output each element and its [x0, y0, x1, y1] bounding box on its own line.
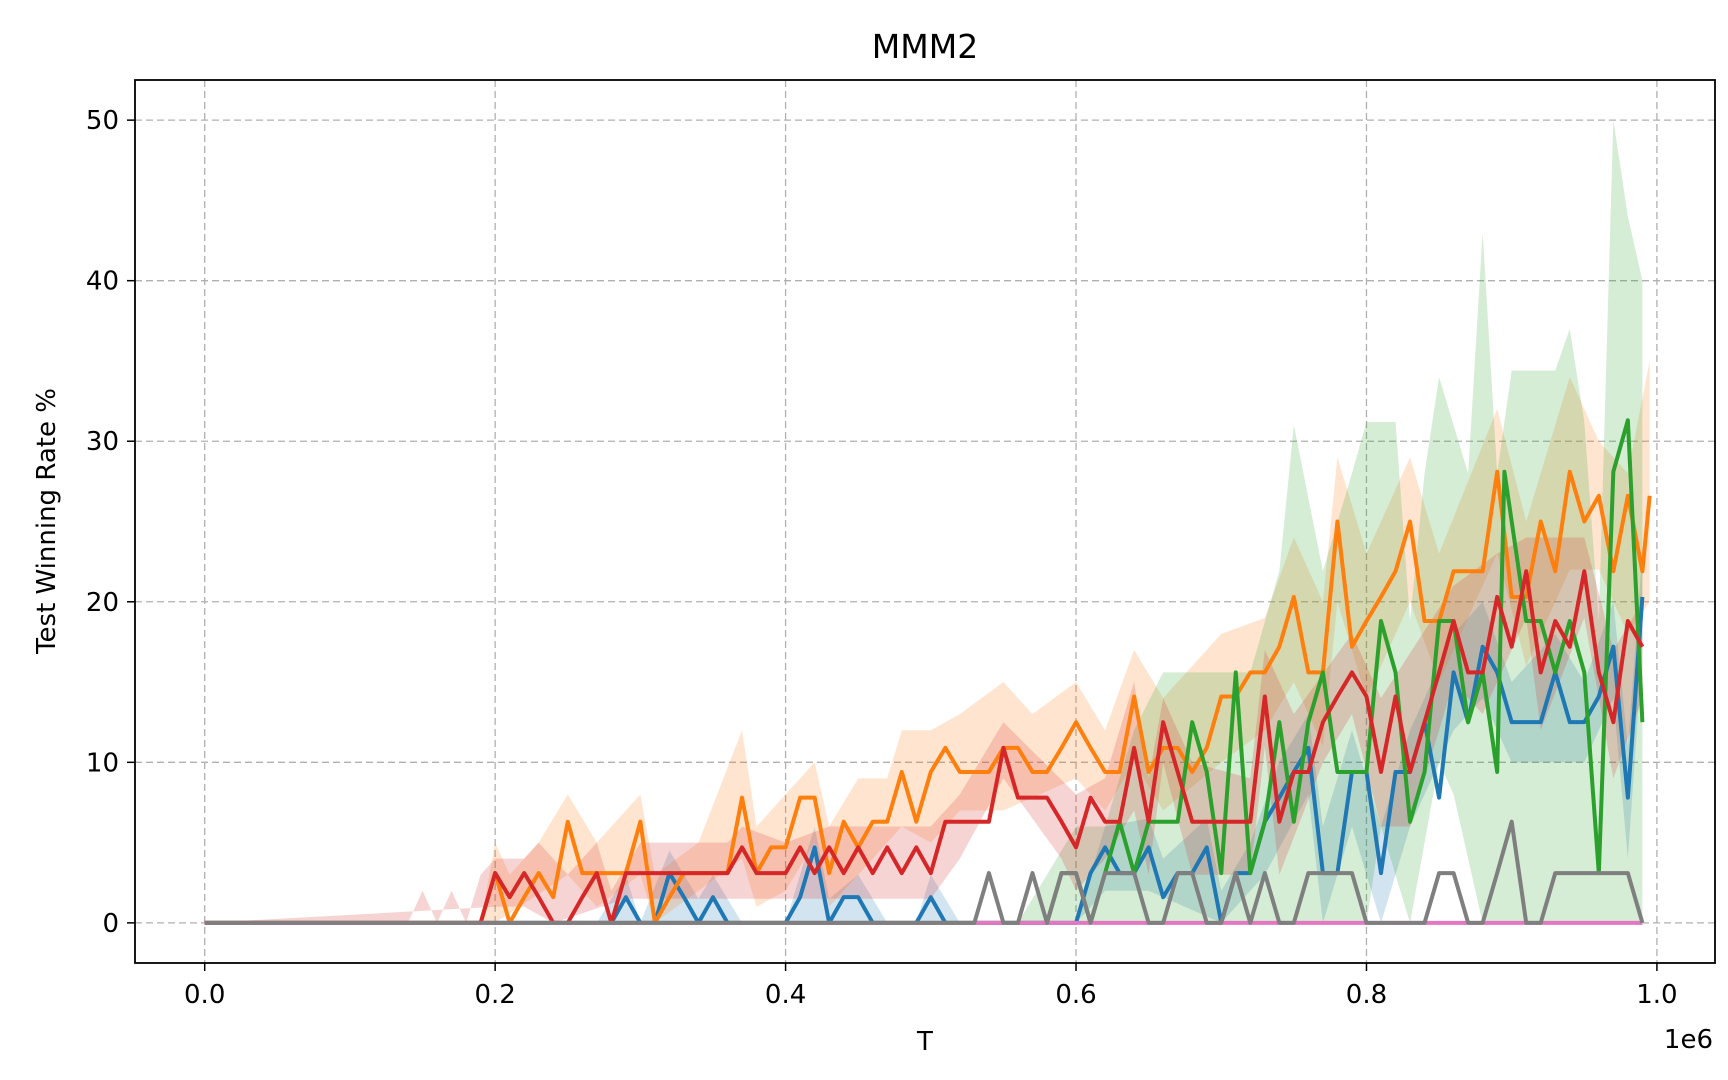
y-tick-label: 0: [102, 909, 119, 939]
x-axis-label: T: [916, 1027, 933, 1057]
x-tick-label: 0.6: [1055, 980, 1096, 1010]
chart-title: MMM2: [872, 27, 978, 66]
series-3-line: [204, 569, 1645, 925]
series-1-line: [204, 469, 1652, 925]
x-tick-label: 0.2: [474, 980, 515, 1010]
series-2-band: [204, 120, 1643, 923]
y-axis-ticks: 0 10 20 30 40 50: [86, 106, 135, 939]
y-tick-label: 30: [86, 427, 119, 457]
y-tick-label: 20: [86, 588, 119, 618]
series-1-band: [204, 360, 1650, 923]
series-0-band: [204, 553, 1643, 923]
series-0-line: [204, 596, 1645, 925]
y-tick-label: 40: [86, 267, 119, 297]
series-2-line: [204, 418, 1645, 925]
x-tick-label: 0.8: [1346, 980, 1387, 1010]
x-tick-label: 0.4: [765, 980, 806, 1010]
x-axis-offset-label: 1e6: [1664, 1025, 1713, 1055]
series-5-line: [204, 819, 1645, 925]
plot-frame: [134, 79, 1716, 964]
confidence-bands: [204, 120, 1650, 923]
y-axis-label: Test Winning Rate %: [32, 388, 62, 655]
y-tick-label: 10: [86, 748, 119, 778]
x-tick-label: 1.0: [1636, 980, 1677, 1010]
x-axis-ticks: 0.0 0.2 0.4 0.6 0.8 1.0: [184, 963, 1678, 1010]
grid-lines: [135, 80, 1715, 963]
x-tick-label: 0.0: [184, 980, 225, 1010]
series-3-band: [204, 537, 1643, 923]
series-lines: [204, 418, 1652, 925]
y-tick-label: 50: [86, 106, 119, 136]
